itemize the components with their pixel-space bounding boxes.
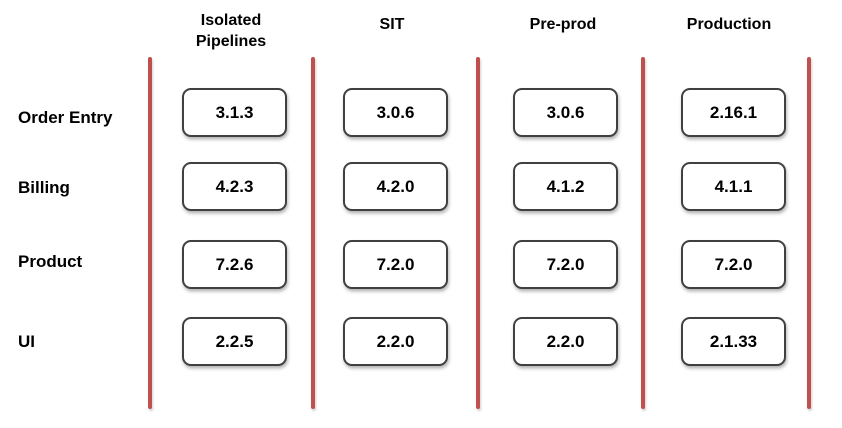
version-box-billing-isolated: 4.2.3: [182, 162, 287, 211]
version-box-order-entry-sit: 3.0.6: [343, 88, 448, 137]
column-divider: [807, 57, 811, 409]
version-box-product-production: 7.2.0: [681, 240, 786, 289]
version-box-billing-production: 4.1.1: [681, 162, 786, 211]
row-label-billing: Billing: [18, 178, 70, 197]
column-header-sit: SIT: [379, 16, 405, 33]
row-label-product: Product: [18, 252, 83, 271]
row-label-ui: UI: [18, 332, 35, 351]
version-box-billing-pre-prod: 4.1.2: [513, 162, 618, 211]
version-box-order-entry-isolated: 3.1.3: [182, 88, 287, 137]
version-box-ui-production: 2.1.33: [681, 317, 786, 366]
version-box-order-entry-pre-prod: 3.0.6: [513, 88, 618, 137]
version-box-product-pre-prod: 7.2.0: [513, 240, 618, 289]
version-box-order-entry-production: 2.16.1: [681, 88, 786, 137]
column-header-production: Production: [686, 16, 772, 33]
version-box-product-sit: 7.2.0: [343, 240, 448, 289]
version-box-billing-sit: 4.2.0: [343, 162, 448, 211]
column-divider: [476, 57, 480, 409]
column-divider: [641, 57, 645, 409]
version-box-ui-isolated: 2.2.5: [182, 317, 287, 366]
version-box-product-isolated: 7.2.6: [182, 240, 287, 289]
column-header-pre-prod: Pre-prod: [529, 16, 597, 33]
version-box-ui-pre-prod: 2.2.0: [513, 317, 618, 366]
version-box-ui-sit: 2.2.0: [343, 317, 448, 366]
row-label-order-entry: Order Entry: [18, 108, 113, 127]
column-header-isolated-pipelines: Isolated Pipelines: [195, 12, 267, 50]
column-divider: [148, 57, 152, 409]
column-divider: [311, 57, 315, 409]
